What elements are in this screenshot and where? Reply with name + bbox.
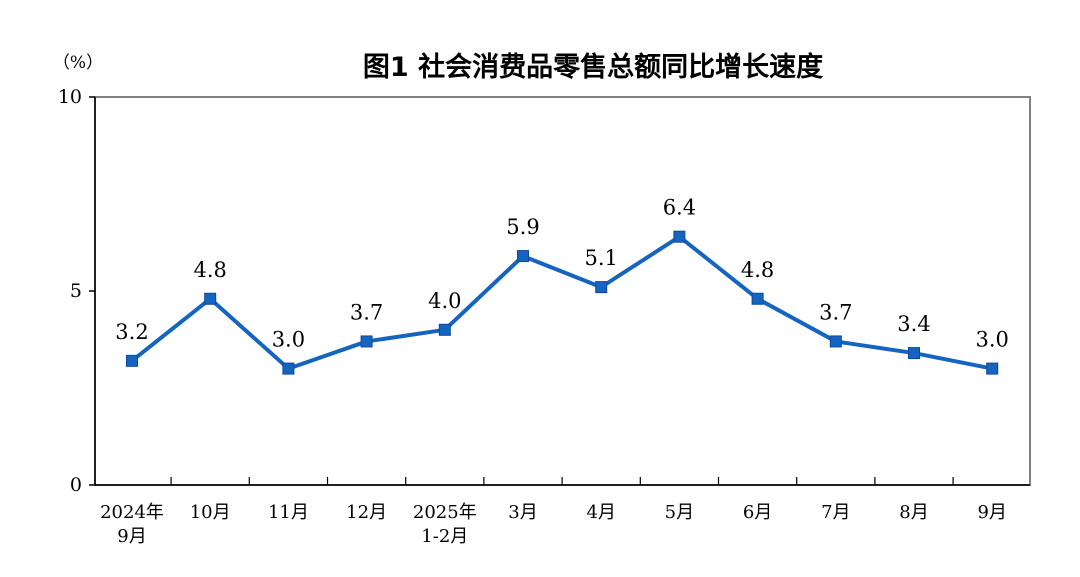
x-tick-label: 11月 <box>268 502 309 523</box>
data-point <box>986 362 999 375</box>
data-point <box>908 347 920 360</box>
x-tick-label: 2025年 <box>413 502 477 523</box>
data-point <box>282 362 295 375</box>
data-label: 4.8 <box>741 258 774 282</box>
x-tick-label: 12月 <box>346 502 387 523</box>
x-tick-label: 3月 <box>508 502 537 523</box>
plot-frame <box>94 96 1031 486</box>
x-tick-label: 9月 <box>977 502 1006 523</box>
y-tick-label: 10 <box>58 86 82 108</box>
data-point <box>673 230 686 243</box>
data-label: 3.4 <box>897 312 930 336</box>
data-point <box>438 323 451 336</box>
data-point <box>360 335 373 348</box>
x-tick-label: 6月 <box>743 502 772 523</box>
data-label: 3.2 <box>115 320 148 344</box>
data-label: 5.1 <box>584 246 617 270</box>
y-tick-label: 5 <box>70 280 82 302</box>
x-tick-label: 9月 <box>117 526 146 547</box>
plot-area: 0 5 10 2024年 9月 10月 11月 12月 2025年 1-2月 3月 4月 5月 6月 7月 8… <box>58 86 1031 547</box>
x-tick-label: 7月 <box>821 502 850 523</box>
data-label: 5.9 <box>506 215 539 239</box>
data-label: 4.8 <box>193 258 226 282</box>
data-label: 6.4 <box>663 196 696 220</box>
series-line <box>130 234 993 371</box>
y-axis-unit-label: （%） <box>53 53 103 73</box>
x-tick-label: 1-2月 <box>421 526 468 547</box>
data-point <box>829 335 842 348</box>
data-label: 3.0 <box>975 328 1008 352</box>
chart-title: 图1 社会消费品零售总额同比增长速度 <box>363 51 823 83</box>
data-point <box>126 354 138 367</box>
data-label: 3.7 <box>350 300 383 324</box>
data-label: 3.7 <box>819 300 852 324</box>
data-point <box>517 250 529 263</box>
data-point <box>751 292 764 305</box>
y-tick-label: 0 <box>70 474 82 496</box>
x-tick-label: 5月 <box>665 502 694 523</box>
x-tick-label: 8月 <box>899 502 928 523</box>
data-point <box>595 281 608 294</box>
data-label: 3.0 <box>272 328 305 352</box>
data-point <box>204 292 217 305</box>
data-label: 4.0 <box>428 289 461 313</box>
x-tick-label: 4月 <box>586 502 615 523</box>
x-tick-label: 10月 <box>190 502 231 523</box>
x-tick-label: 2024年 <box>100 502 164 523</box>
